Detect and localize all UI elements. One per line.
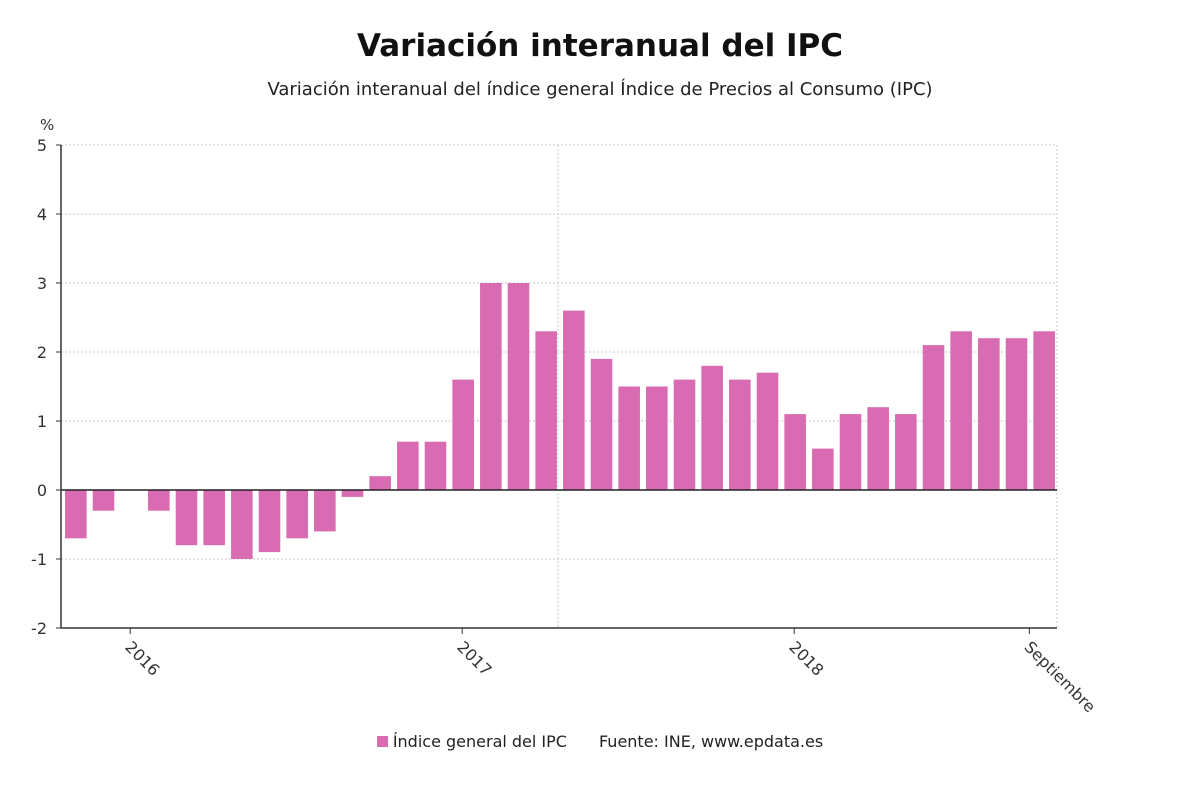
x-tick-label: 2017 [453,637,495,679]
y-tick-label: 0 [37,481,47,500]
bar [148,490,170,511]
bar [867,407,889,490]
y-tick-label: -1 [31,550,47,569]
bar [341,490,364,497]
bar [756,372,779,490]
bar [231,490,253,559]
y-tick-label: 4 [37,205,47,224]
legend-series-label: Índice general del IPC [392,732,567,751]
bar [480,283,502,490]
bar [812,448,834,490]
y-tick-label: -2 [31,619,47,638]
bar [590,358,613,490]
bar [535,331,557,490]
chart-subtitle: Variación interanual del índice general … [267,79,933,100]
x-tick-label: 2018 [785,637,827,679]
legend: Índice general del IPC Fuente: INE, www.e… [0,732,1200,751]
bar [286,490,308,539]
bar [1033,331,1055,490]
y-tick-label: 1 [37,412,47,431]
bar [314,490,336,532]
bar [563,310,585,490]
bar [701,365,723,490]
bar [729,379,751,490]
bar [175,490,198,546]
bar [452,379,474,490]
y-tick-label: 5 [37,136,47,155]
bar [922,345,945,490]
bar [839,414,862,490]
y-axis-label: % [40,116,54,134]
bar [646,386,668,490]
bar [950,331,972,490]
legend-swatch [376,736,388,747]
bar [978,338,1000,490]
bar [895,414,917,490]
bar [397,441,419,490]
chart-title: Variación interanual del IPC [356,28,844,64]
bar [203,490,225,546]
bar [65,490,87,539]
x-tick-label: 2016 [121,637,163,679]
bar [424,441,447,490]
y-tick-label: 2 [37,343,47,362]
source-note: Fuente: INE, www.epdata.es [598,732,824,751]
bar [258,490,281,553]
bar [1005,338,1028,490]
x-tick-label: Septiembre [1021,637,1100,716]
bar [507,283,530,490]
y-tick-label: 3 [37,274,47,293]
bar [784,414,806,490]
bar [369,476,391,490]
bar [618,386,640,490]
bar [673,379,696,490]
bar [92,490,115,511]
